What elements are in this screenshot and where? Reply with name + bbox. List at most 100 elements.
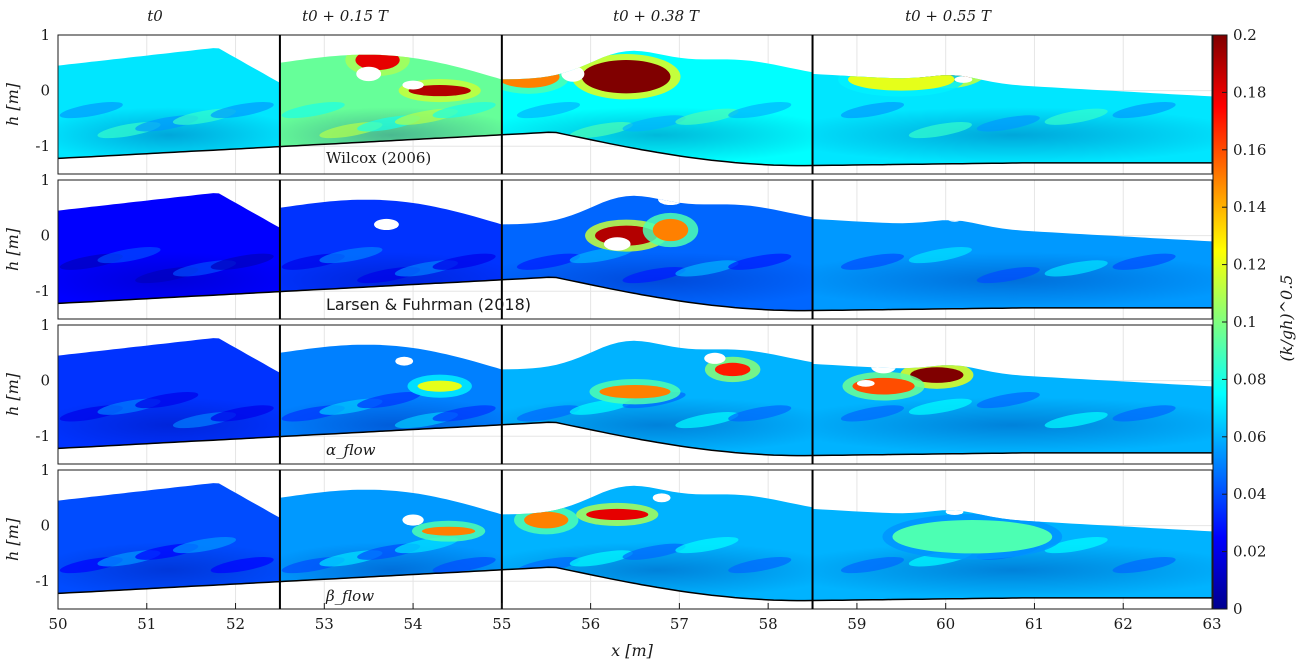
y-axis-row-4: -1 0 1 h [m] bbox=[3, 461, 50, 590]
hot-spot bbox=[652, 218, 689, 242]
hot-spot bbox=[355, 54, 400, 71]
y-tick-label: -1 bbox=[35, 282, 50, 300]
bed-line bbox=[57, 580, 280, 595]
field-streak bbox=[1044, 108, 1108, 125]
hot-spot bbox=[501, 65, 560, 88]
field-streak bbox=[319, 246, 383, 264]
field-streak bbox=[516, 101, 580, 119]
field-streak bbox=[675, 260, 739, 277]
y-tick-label: -1 bbox=[35, 137, 50, 155]
y-tick-label: 1 bbox=[40, 26, 50, 44]
air-void bbox=[954, 76, 973, 83]
field-streak bbox=[976, 266, 1040, 284]
y-axis-label: h [m] bbox=[3, 82, 22, 126]
bed-line bbox=[812, 597, 1212, 602]
colorbar-tick-label: 0.2 bbox=[1233, 26, 1257, 44]
y-axis-label: h [m] bbox=[3, 227, 22, 271]
bed-line bbox=[501, 421, 813, 457]
field-row-3-col-4 bbox=[812, 363, 1212, 456]
field-streak bbox=[516, 405, 580, 422]
colorbar-tick-label: 0.06 bbox=[1233, 428, 1266, 446]
colorbar-tick-label: 0.04 bbox=[1233, 485, 1266, 503]
colorbar-tick-label: 0 bbox=[1233, 600, 1243, 618]
field-streak bbox=[908, 398, 972, 415]
bed-line bbox=[279, 424, 502, 438]
bed-line bbox=[279, 569, 502, 583]
field-streak bbox=[432, 253, 496, 270]
colorbar-tick-label: 0.16 bbox=[1233, 141, 1266, 159]
column-titles: t0 t0 + 0.15 T t0 + 0.38 T t0 + 0.55 T bbox=[147, 7, 992, 25]
field-streak bbox=[622, 266, 686, 284]
colorbar-tick-label: 0.14 bbox=[1233, 198, 1266, 216]
field-streak bbox=[569, 121, 633, 139]
field-streak bbox=[1112, 556, 1176, 574]
x-tick-label: 60 bbox=[936, 615, 955, 633]
field-streak bbox=[1044, 260, 1108, 277]
row-annotation-larsen: Larsen & Fuhrman (2018) bbox=[326, 295, 531, 314]
field-streak bbox=[622, 115, 686, 132]
hot-spot bbox=[421, 526, 476, 536]
colorbar-tick-label: 0.12 bbox=[1233, 256, 1266, 274]
panel-frame bbox=[57, 324, 1213, 465]
field-shade bbox=[812, 397, 1212, 454]
field-streak bbox=[976, 115, 1040, 132]
y-tick-label: 0 bbox=[40, 372, 50, 390]
y-axis-label: h [m] bbox=[3, 517, 22, 561]
panel-row-4 bbox=[57, 469, 1213, 610]
column-title-4: t0 + 0.55 T bbox=[905, 7, 992, 25]
panel-row-3 bbox=[57, 324, 1213, 465]
field-streak bbox=[908, 246, 972, 264]
field-streak bbox=[1112, 101, 1176, 119]
row-annotation-wilcox: Wilcox (2006) bbox=[326, 149, 431, 167]
field-streak bbox=[675, 108, 739, 125]
field-shade bbox=[812, 542, 1212, 599]
field-streak bbox=[432, 556, 496, 574]
x-tick-label: 52 bbox=[226, 615, 245, 633]
panel-frame bbox=[57, 34, 1213, 175]
field-streak bbox=[135, 391, 199, 409]
hot-spot bbox=[848, 73, 955, 91]
y-axis-row-1: -1 0 1 h [m] bbox=[3, 26, 50, 155]
x-tick-label: 53 bbox=[315, 615, 334, 633]
colorbar: 00.020.040.060.080.10.120.140.160.180.2 … bbox=[1212, 26, 1296, 618]
air-void bbox=[1050, 511, 1072, 518]
y-tick-label: 1 bbox=[40, 171, 50, 189]
panel-row-2 bbox=[57, 179, 1213, 320]
x-tick-label: 51 bbox=[137, 615, 156, 633]
row-annotations: Wilcox (2006) Larsen & Fuhrman (2018) α_… bbox=[325, 149, 531, 605]
field-row-1-col-4 bbox=[812, 73, 1212, 166]
field-streak bbox=[675, 411, 739, 429]
air-void bbox=[356, 66, 382, 82]
colorbar-tick-label: 0.18 bbox=[1233, 83, 1266, 101]
air-void bbox=[652, 493, 671, 503]
bed-line bbox=[57, 290, 280, 305]
air-void bbox=[871, 363, 896, 374]
field-row-2-col-1 bbox=[58, 193, 280, 304]
colorbar-tick-label: 0.08 bbox=[1233, 370, 1266, 388]
field-streak bbox=[210, 101, 274, 119]
field-streak bbox=[281, 101, 345, 119]
field-row-1-col-2 bbox=[279, 54, 502, 147]
bed-line bbox=[501, 131, 813, 167]
x-tick-label: 50 bbox=[48, 615, 67, 633]
field-streak bbox=[210, 405, 274, 422]
bed-line bbox=[812, 452, 1212, 457]
hot-spot bbox=[524, 511, 569, 529]
field-streak bbox=[432, 101, 496, 119]
bed-line bbox=[57, 145, 280, 160]
y-tick-label: -1 bbox=[35, 427, 50, 445]
hot-spot bbox=[599, 385, 671, 399]
field-streak bbox=[840, 556, 904, 574]
air-void bbox=[704, 352, 726, 364]
field-streak bbox=[840, 253, 904, 270]
heatmap-panels bbox=[57, 34, 1213, 610]
x-tick-label: 55 bbox=[492, 615, 511, 633]
bed-line bbox=[812, 162, 1212, 167]
air-void bbox=[945, 508, 964, 516]
hot-spot bbox=[714, 362, 751, 377]
field-streak bbox=[59, 101, 123, 119]
field-shade bbox=[279, 542, 502, 582]
y-axis-row-3: -1 0 1 h [m] bbox=[3, 316, 50, 445]
field-streak bbox=[728, 556, 792, 574]
